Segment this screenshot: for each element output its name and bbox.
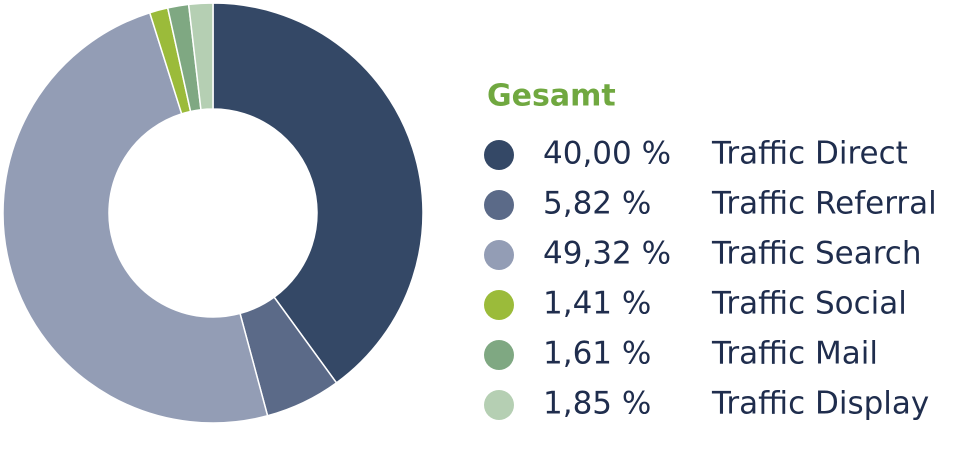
legend-title: Gesamt xyxy=(487,79,616,114)
legend-marker xyxy=(484,190,514,220)
slice xyxy=(2,11,269,424)
legend-label: Traffic Search xyxy=(711,236,922,272)
legend-label: Traffic Mail xyxy=(711,336,878,372)
legend-value: 1,41 % xyxy=(543,286,651,322)
slice xyxy=(212,2,424,384)
legend-value: 1,61 % xyxy=(543,336,651,372)
legend-value: 49,32 % xyxy=(543,236,671,272)
legend-marker xyxy=(484,140,514,170)
legend-value: 1,85 % xyxy=(543,386,651,422)
legend-label: Traffic Direct xyxy=(711,136,908,172)
legend-marker xyxy=(484,390,514,420)
legend-label: Traffic Referral xyxy=(711,186,937,222)
legend-marker xyxy=(484,340,514,370)
legend-value: 40,00 % xyxy=(543,136,671,172)
legend-marker xyxy=(484,240,514,270)
legend-label: Traffic Social xyxy=(711,286,907,322)
legend-label: Traffic Display xyxy=(711,386,929,422)
slice xyxy=(187,2,214,111)
legend-value: 5,82 % xyxy=(543,186,651,222)
legend-marker xyxy=(484,290,514,320)
